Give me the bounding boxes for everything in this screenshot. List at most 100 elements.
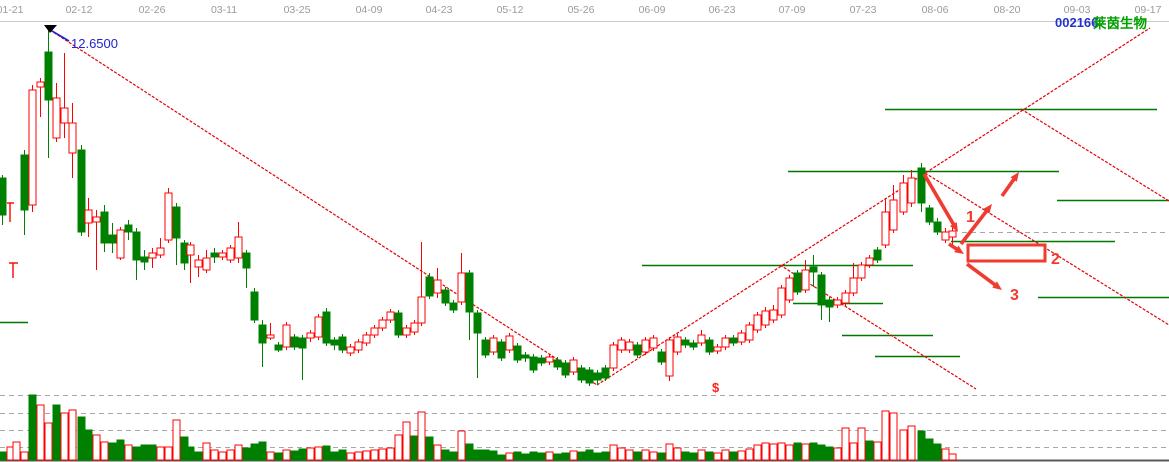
volume-bar: [785, 444, 794, 461]
volume-bar: [116, 439, 125, 461]
candle-body: [697, 334, 706, 344]
volume-bar: [529, 451, 538, 461]
candle-body: [553, 359, 562, 368]
annotation-label-1: 1: [966, 209, 975, 226]
candle-body: [899, 182, 908, 213]
candle-body: [457, 272, 466, 303]
candle-body: [410, 322, 419, 333]
volume-bar: [386, 447, 395, 461]
candle-body: [601, 367, 610, 379]
annotation-rectangle: [966, 243, 1047, 263]
volume-bar: [907, 425, 916, 461]
candle-body: [322, 311, 331, 344]
candle-body: [218, 252, 227, 258]
peak-triangle-marker: [44, 25, 57, 33]
candle-body: [36, 81, 45, 88]
volume-bar: [314, 446, 323, 461]
volume-bar: [92, 434, 101, 461]
volume-bar: [948, 453, 957, 461]
volume-bar: [226, 449, 235, 461]
candle-body: [593, 372, 602, 381]
stock-code-label: 002166: [1055, 15, 1098, 30]
candle-body: [250, 291, 259, 321]
volume-bar: [346, 452, 355, 461]
x-axis-date-label: 04-09: [356, 4, 383, 16]
candle-body: [761, 310, 770, 326]
candle-body: [140, 256, 149, 263]
volume-bar: [721, 449, 730, 461]
volume-bar: [665, 443, 674, 461]
candle-body: [60, 107, 69, 124]
trend-lines-layer: [49, 27, 1169, 390]
candle-body: [172, 206, 181, 239]
annotation-arrow-shaft: [1000, 175, 1018, 198]
volume-bar: [729, 451, 738, 461]
volume-bar: [849, 442, 858, 461]
annotation-arrowhead: [949, 222, 958, 232]
volume-bar: [825, 446, 834, 461]
candle-body: [354, 341, 363, 351]
volume-bar: [625, 449, 634, 461]
x-axis-date-label: 08-20: [994, 4, 1021, 16]
volume-bar: [402, 421, 411, 461]
annotations-layer: 1 2 3: [44, 25, 1060, 304]
candle-body: [925, 207, 934, 223]
candle-body: [649, 337, 658, 349]
candle-body: [394, 312, 403, 336]
volume-bar: [362, 450, 371, 461]
volume-bar: [933, 443, 942, 461]
candle-body: [402, 327, 411, 336]
x-axis-date-label: 07-23: [850, 4, 877, 16]
candle-body: [234, 236, 243, 259]
candle-body: [346, 346, 355, 354]
volume-bar: [817, 444, 826, 461]
candle-body: [641, 339, 650, 353]
candle-body: [242, 252, 251, 269]
volume-bar: [873, 441, 882, 461]
volume-layer: [0, 394, 957, 461]
candle-body: [282, 324, 291, 348]
candle-body: [521, 354, 530, 359]
candle-body: [753, 314, 762, 331]
candle-body: [306, 332, 315, 339]
volume-bar: [306, 447, 315, 461]
candle-body: [433, 279, 442, 294]
volume-bar: [761, 442, 770, 461]
candle-body: [148, 252, 157, 259]
candle-body: [665, 339, 674, 377]
volume-bar: [697, 449, 706, 461]
candle-body: [298, 337, 307, 349]
volume-bar: [124, 444, 133, 461]
volume-bar: [156, 446, 165, 461]
volume-bar: [441, 449, 450, 461]
volume-bar: [577, 451, 586, 461]
volume-bar: [833, 447, 842, 461]
volume-bar: [889, 412, 898, 461]
candle-body: [561, 362, 570, 376]
candle-body: [449, 302, 458, 311]
volume-bar: [473, 449, 482, 461]
volume-bar: [561, 452, 570, 461]
volume-bar: [449, 451, 458, 461]
volume-bar: [649, 451, 658, 461]
candle-body: [737, 332, 746, 343]
volume-bar: [737, 450, 746, 461]
volume-bar: [290, 450, 299, 461]
candle-body: [0, 177, 7, 216]
candle-body: [481, 339, 490, 356]
annotation-arrowhead: [1010, 172, 1019, 182]
volume-bar: [186, 446, 195, 461]
candle-body: [569, 359, 578, 373]
candle-body: [497, 341, 506, 359]
trend-line: [779, 264, 977, 390]
volume-bar: [218, 451, 227, 461]
candle-body: [833, 299, 842, 306]
x-axis-date-label: 07-09: [779, 4, 806, 16]
volume-bar: [164, 446, 173, 461]
volume-bar: [0, 451, 7, 461]
candle-body: [378, 319, 387, 329]
x-axis-date-label: 01-21: [0, 4, 24, 16]
candle-body: [793, 272, 802, 293]
